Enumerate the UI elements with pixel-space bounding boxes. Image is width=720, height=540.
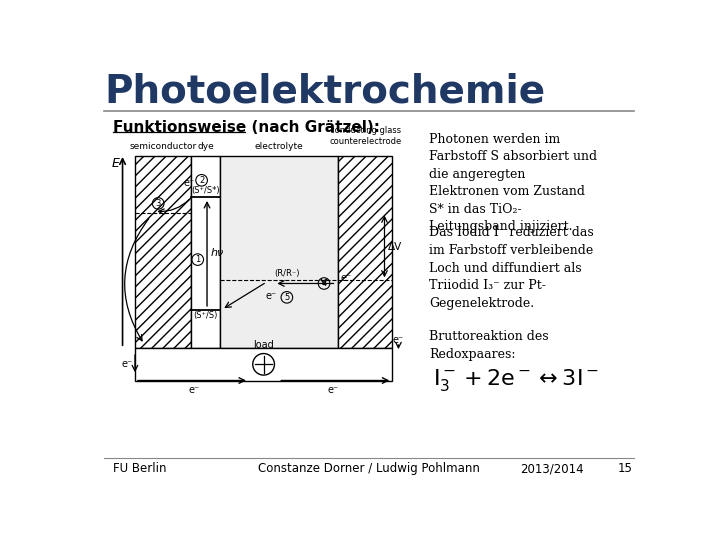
Text: 15: 15	[618, 462, 632, 475]
FancyBboxPatch shape	[338, 156, 392, 348]
Text: ΔV: ΔV	[387, 241, 402, 252]
Text: e⁻: e⁻	[340, 273, 351, 283]
FancyBboxPatch shape	[135, 156, 191, 348]
Text: electrolyte: electrolyte	[255, 142, 303, 151]
Text: hν: hν	[210, 248, 223, 259]
Text: Funktionsweise (nach Grätzel):: Funktionsweise (nach Grätzel):	[113, 120, 380, 135]
FancyBboxPatch shape	[191, 156, 220, 348]
Text: 3: 3	[156, 199, 161, 208]
Text: e⁻: e⁻	[184, 178, 195, 188]
Text: e⁻: e⁻	[189, 385, 199, 395]
Text: (R/R⁻): (R/R⁻)	[274, 269, 300, 278]
Text: 1: 1	[195, 255, 200, 264]
Text: conducting glass
counterelectrode: conducting glass counterelectrode	[329, 126, 401, 146]
Text: $\mathrm{I_3^- + 2e^- \leftrightarrow 3I^-}$: $\mathrm{I_3^- + 2e^- \leftrightarrow 3I…	[433, 367, 600, 393]
Text: semiconductor: semiconductor	[129, 142, 197, 151]
Text: dye: dye	[197, 142, 214, 151]
Text: load: load	[253, 341, 274, 350]
Text: Constanze Dorner / Ludwig Pohlmann: Constanze Dorner / Ludwig Pohlmann	[258, 462, 480, 475]
Text: Bruttoreaktion des
Redoxpaares:: Bruttoreaktion des Redoxpaares:	[429, 330, 549, 361]
Text: (S⁺/S): (S⁺/S)	[193, 311, 217, 320]
Text: e⁻: e⁻	[122, 359, 132, 369]
Text: 2013/2014: 2013/2014	[520, 462, 584, 475]
FancyBboxPatch shape	[220, 156, 338, 348]
Text: e⁻: e⁻	[393, 335, 404, 346]
Text: FU Berlin: FU Berlin	[113, 462, 167, 475]
Text: e⁻: e⁻	[328, 385, 339, 395]
FancyBboxPatch shape	[135, 348, 392, 381]
Text: e⁻: e⁻	[266, 291, 277, 301]
Text: Das Iodid I⁻ reduziert das
im Farbstoff verbleibende
Loch und diffundiert als
Tr: Das Iodid I⁻ reduziert das im Farbstoff …	[429, 226, 594, 309]
Text: 5: 5	[284, 293, 289, 302]
Text: Photoelektrochemie: Photoelektrochemie	[104, 72, 545, 111]
Text: Photonen werden im
Farbstoff S absorbiert und
die angeregten
Elektronen vom Zust: Photonen werden im Farbstoff S absorbier…	[429, 132, 598, 233]
Text: 2: 2	[199, 176, 204, 185]
Text: 4: 4	[321, 279, 327, 288]
Text: (S⁺/S*): (S⁺/S*)	[192, 186, 220, 195]
Text: E: E	[112, 157, 120, 170]
